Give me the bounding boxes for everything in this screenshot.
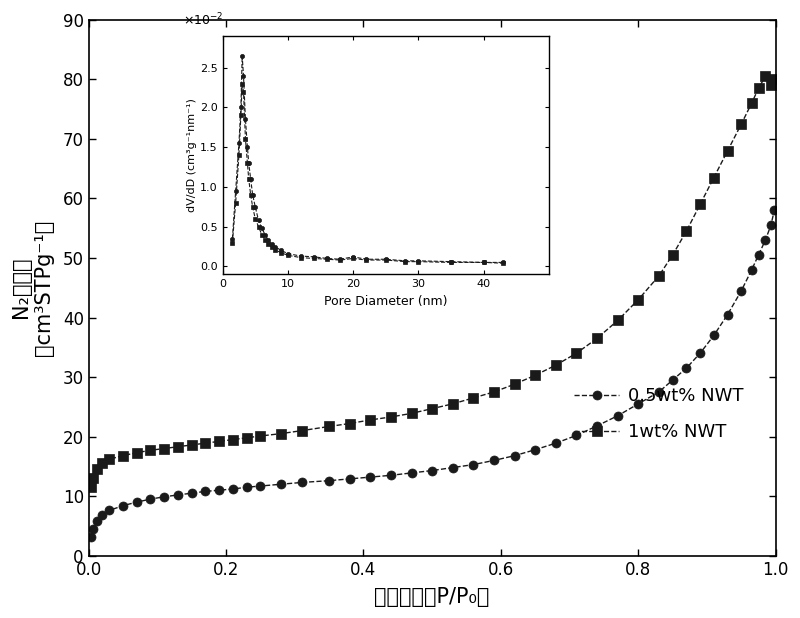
0.5wt% NWT [510, 452, 519, 459]
1wt% NWT [427, 405, 437, 412]
0.5wt% NWT [201, 488, 210, 495]
0.5wt% NWT [118, 502, 128, 509]
0.5wt% NWT [406, 469, 416, 476]
1wt% NWT [761, 73, 770, 80]
0.5wt% NWT [747, 266, 757, 274]
0.5wt% NWT [613, 412, 622, 420]
0.5wt% NWT [386, 472, 396, 479]
1wt% NWT [613, 317, 622, 324]
1wt% NWT [324, 423, 334, 430]
1wt% NWT [214, 438, 224, 445]
Y-axis label: N₂吸附量
（cm³STPg⁻¹）: N₂吸附量 （cm³STPg⁻¹） [11, 219, 54, 356]
X-axis label: 相对压力（P/P₀）: 相对压力（P/P₀） [374, 587, 490, 607]
0.5wt% NWT [297, 479, 306, 486]
1wt% NWT [770, 75, 779, 83]
0.5wt% NWT [668, 376, 678, 384]
0.5wt% NWT [214, 486, 224, 494]
1wt% NWT [105, 455, 114, 463]
1wt% NWT [201, 439, 210, 447]
Line: 1wt% NWT: 1wt% NWT [86, 72, 779, 492]
0.5wt% NWT [324, 477, 334, 485]
0.5wt% NWT [695, 350, 705, 357]
1wt% NWT [146, 447, 155, 454]
1wt% NWT [187, 441, 197, 449]
0.5wt% NWT [770, 206, 779, 214]
1wt% NWT [530, 371, 540, 379]
0.5wt% NWT [551, 439, 561, 447]
0.5wt% NWT [427, 467, 437, 474]
Line: 0.5wt% NWT: 0.5wt% NWT [86, 206, 779, 541]
1wt% NWT [98, 460, 107, 467]
1wt% NWT [510, 381, 519, 388]
0.5wt% NWT [572, 432, 582, 439]
Legend: 0.5wt% NWT, 1wt% NWT: 0.5wt% NWT, 1wt% NWT [566, 378, 753, 450]
1wt% NWT [634, 296, 643, 303]
0.5wt% NWT [228, 485, 238, 493]
0.5wt% NWT [723, 311, 733, 318]
1wt% NWT [709, 174, 718, 181]
0.5wt% NWT [761, 237, 770, 244]
1wt% NWT [92, 465, 102, 473]
1wt% NWT [297, 427, 306, 434]
1wt% NWT [737, 121, 746, 128]
1wt% NWT [242, 434, 251, 441]
1wt% NWT [572, 350, 582, 357]
1wt% NWT [345, 420, 354, 427]
0.5wt% NWT [187, 489, 197, 497]
1wt% NWT [89, 475, 98, 482]
0.5wt% NWT [98, 512, 107, 519]
1wt% NWT [654, 272, 664, 279]
1wt% NWT [159, 445, 169, 452]
1wt% NWT [173, 443, 182, 451]
0.5wt% NWT [242, 483, 251, 491]
0.5wt% NWT [159, 493, 169, 501]
1wt% NWT [766, 82, 776, 89]
0.5wt% NWT [592, 422, 602, 430]
1wt% NWT [448, 400, 458, 407]
1wt% NWT [118, 452, 128, 459]
0.5wt% NWT [86, 533, 95, 540]
0.5wt% NWT [448, 464, 458, 472]
0.5wt% NWT [634, 400, 643, 407]
1wt% NWT [366, 417, 375, 424]
1wt% NWT [386, 413, 396, 421]
1wt% NWT [255, 433, 265, 440]
1wt% NWT [551, 362, 561, 369]
1wt% NWT [668, 252, 678, 259]
0.5wt% NWT [469, 461, 478, 468]
0.5wt% NWT [366, 473, 375, 481]
0.5wt% NWT [92, 517, 102, 525]
0.5wt% NWT [766, 221, 776, 229]
0.5wt% NWT [530, 446, 540, 454]
0.5wt% NWT [276, 481, 286, 488]
0.5wt% NWT [146, 496, 155, 503]
0.5wt% NWT [490, 457, 499, 464]
0.5wt% NWT [345, 475, 354, 483]
1wt% NWT [406, 410, 416, 417]
0.5wt% NWT [654, 388, 664, 396]
1wt% NWT [132, 449, 142, 456]
0.5wt% NWT [89, 525, 98, 533]
0.5wt% NWT [737, 287, 746, 294]
0.5wt% NWT [754, 252, 763, 259]
0.5wt% NWT [682, 365, 691, 372]
0.5wt% NWT [105, 507, 114, 514]
0.5wt% NWT [709, 332, 718, 339]
1wt% NWT [469, 394, 478, 402]
1wt% NWT [754, 85, 763, 92]
1wt% NWT [228, 436, 238, 443]
1wt% NWT [682, 227, 691, 235]
1wt% NWT [747, 99, 757, 107]
0.5wt% NWT [132, 498, 142, 506]
1wt% NWT [695, 201, 705, 208]
0.5wt% NWT [173, 491, 182, 499]
0.5wt% NWT [255, 482, 265, 489]
1wt% NWT [86, 483, 95, 491]
1wt% NWT [490, 388, 499, 396]
1wt% NWT [592, 334, 602, 342]
1wt% NWT [723, 147, 733, 154]
1wt% NWT [276, 430, 286, 438]
